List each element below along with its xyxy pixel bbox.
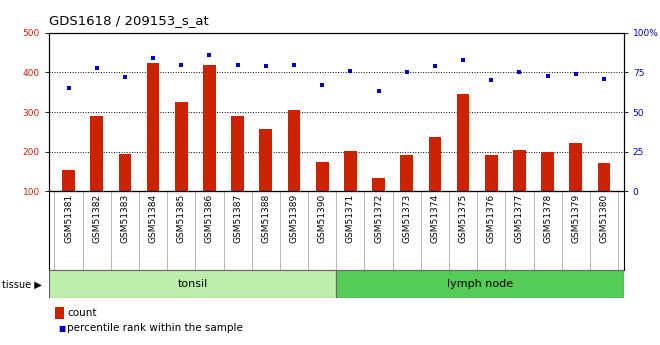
Text: GSM51374: GSM51374 [430, 194, 440, 243]
Bar [372, 178, 385, 191]
Text: tissue ▶: tissue ▶ [2, 279, 42, 289]
Text: GSM51389: GSM51389 [290, 194, 298, 243]
Text: GSM51388: GSM51388 [261, 194, 271, 243]
Point [543, 73, 553, 78]
Text: ■: ■ [59, 324, 66, 333]
Bar [428, 137, 442, 191]
Point [204, 52, 214, 58]
Text: tonsil: tonsil [178, 279, 208, 289]
Point [599, 76, 609, 81]
Point [317, 82, 327, 88]
Text: GSM51379: GSM51379 [572, 194, 580, 243]
Point [148, 56, 158, 61]
Bar [49, 270, 336, 298]
Bar [231, 116, 244, 191]
Point [63, 86, 74, 91]
Point [430, 63, 440, 69]
Text: lymph node: lymph node [447, 279, 513, 289]
Bar [259, 129, 272, 191]
Text: GSM51384: GSM51384 [148, 194, 158, 243]
Bar [119, 154, 131, 191]
Point [288, 62, 299, 67]
Point [119, 75, 130, 80]
Point [232, 62, 243, 67]
Bar [570, 143, 582, 191]
Point [345, 68, 356, 73]
Bar [175, 102, 187, 191]
Bar [62, 170, 75, 191]
Text: GDS1618 / 209153_s_at: GDS1618 / 209153_s_at [49, 14, 209, 27]
Point [92, 65, 102, 70]
Bar [401, 155, 413, 191]
Bar [147, 62, 160, 191]
Bar [344, 151, 356, 191]
Point [176, 62, 187, 67]
Bar [203, 65, 216, 191]
Text: GSM51386: GSM51386 [205, 194, 214, 243]
Point [514, 70, 525, 75]
Bar [316, 162, 329, 191]
Text: GSM51375: GSM51375 [459, 194, 467, 243]
Bar [457, 94, 469, 191]
Point [570, 71, 581, 77]
Point [261, 63, 271, 69]
Text: GSM51378: GSM51378 [543, 194, 552, 243]
Point [401, 70, 412, 75]
Point [486, 78, 496, 83]
Text: GSM51372: GSM51372 [374, 194, 383, 243]
Text: GSM51387: GSM51387 [233, 194, 242, 243]
Bar [336, 270, 624, 298]
Text: GSM51381: GSM51381 [64, 194, 73, 243]
Text: GSM51380: GSM51380 [599, 194, 609, 243]
Point [374, 89, 384, 94]
Bar [485, 155, 498, 191]
Bar [90, 116, 103, 191]
Text: GSM51373: GSM51373 [402, 194, 411, 243]
Text: percentile rank within the sample: percentile rank within the sample [67, 324, 243, 333]
Text: GSM51377: GSM51377 [515, 194, 524, 243]
Text: GSM51371: GSM51371 [346, 194, 355, 243]
Bar [288, 110, 300, 191]
Text: GSM51385: GSM51385 [177, 194, 185, 243]
Text: GSM51382: GSM51382 [92, 194, 101, 243]
Bar [598, 162, 610, 191]
Text: count: count [67, 308, 97, 318]
Text: GSM51390: GSM51390 [317, 194, 327, 243]
Text: GSM51376: GSM51376 [487, 194, 496, 243]
Point [458, 57, 469, 62]
Bar [541, 152, 554, 191]
Bar [513, 150, 526, 191]
Text: GSM51383: GSM51383 [120, 194, 129, 243]
